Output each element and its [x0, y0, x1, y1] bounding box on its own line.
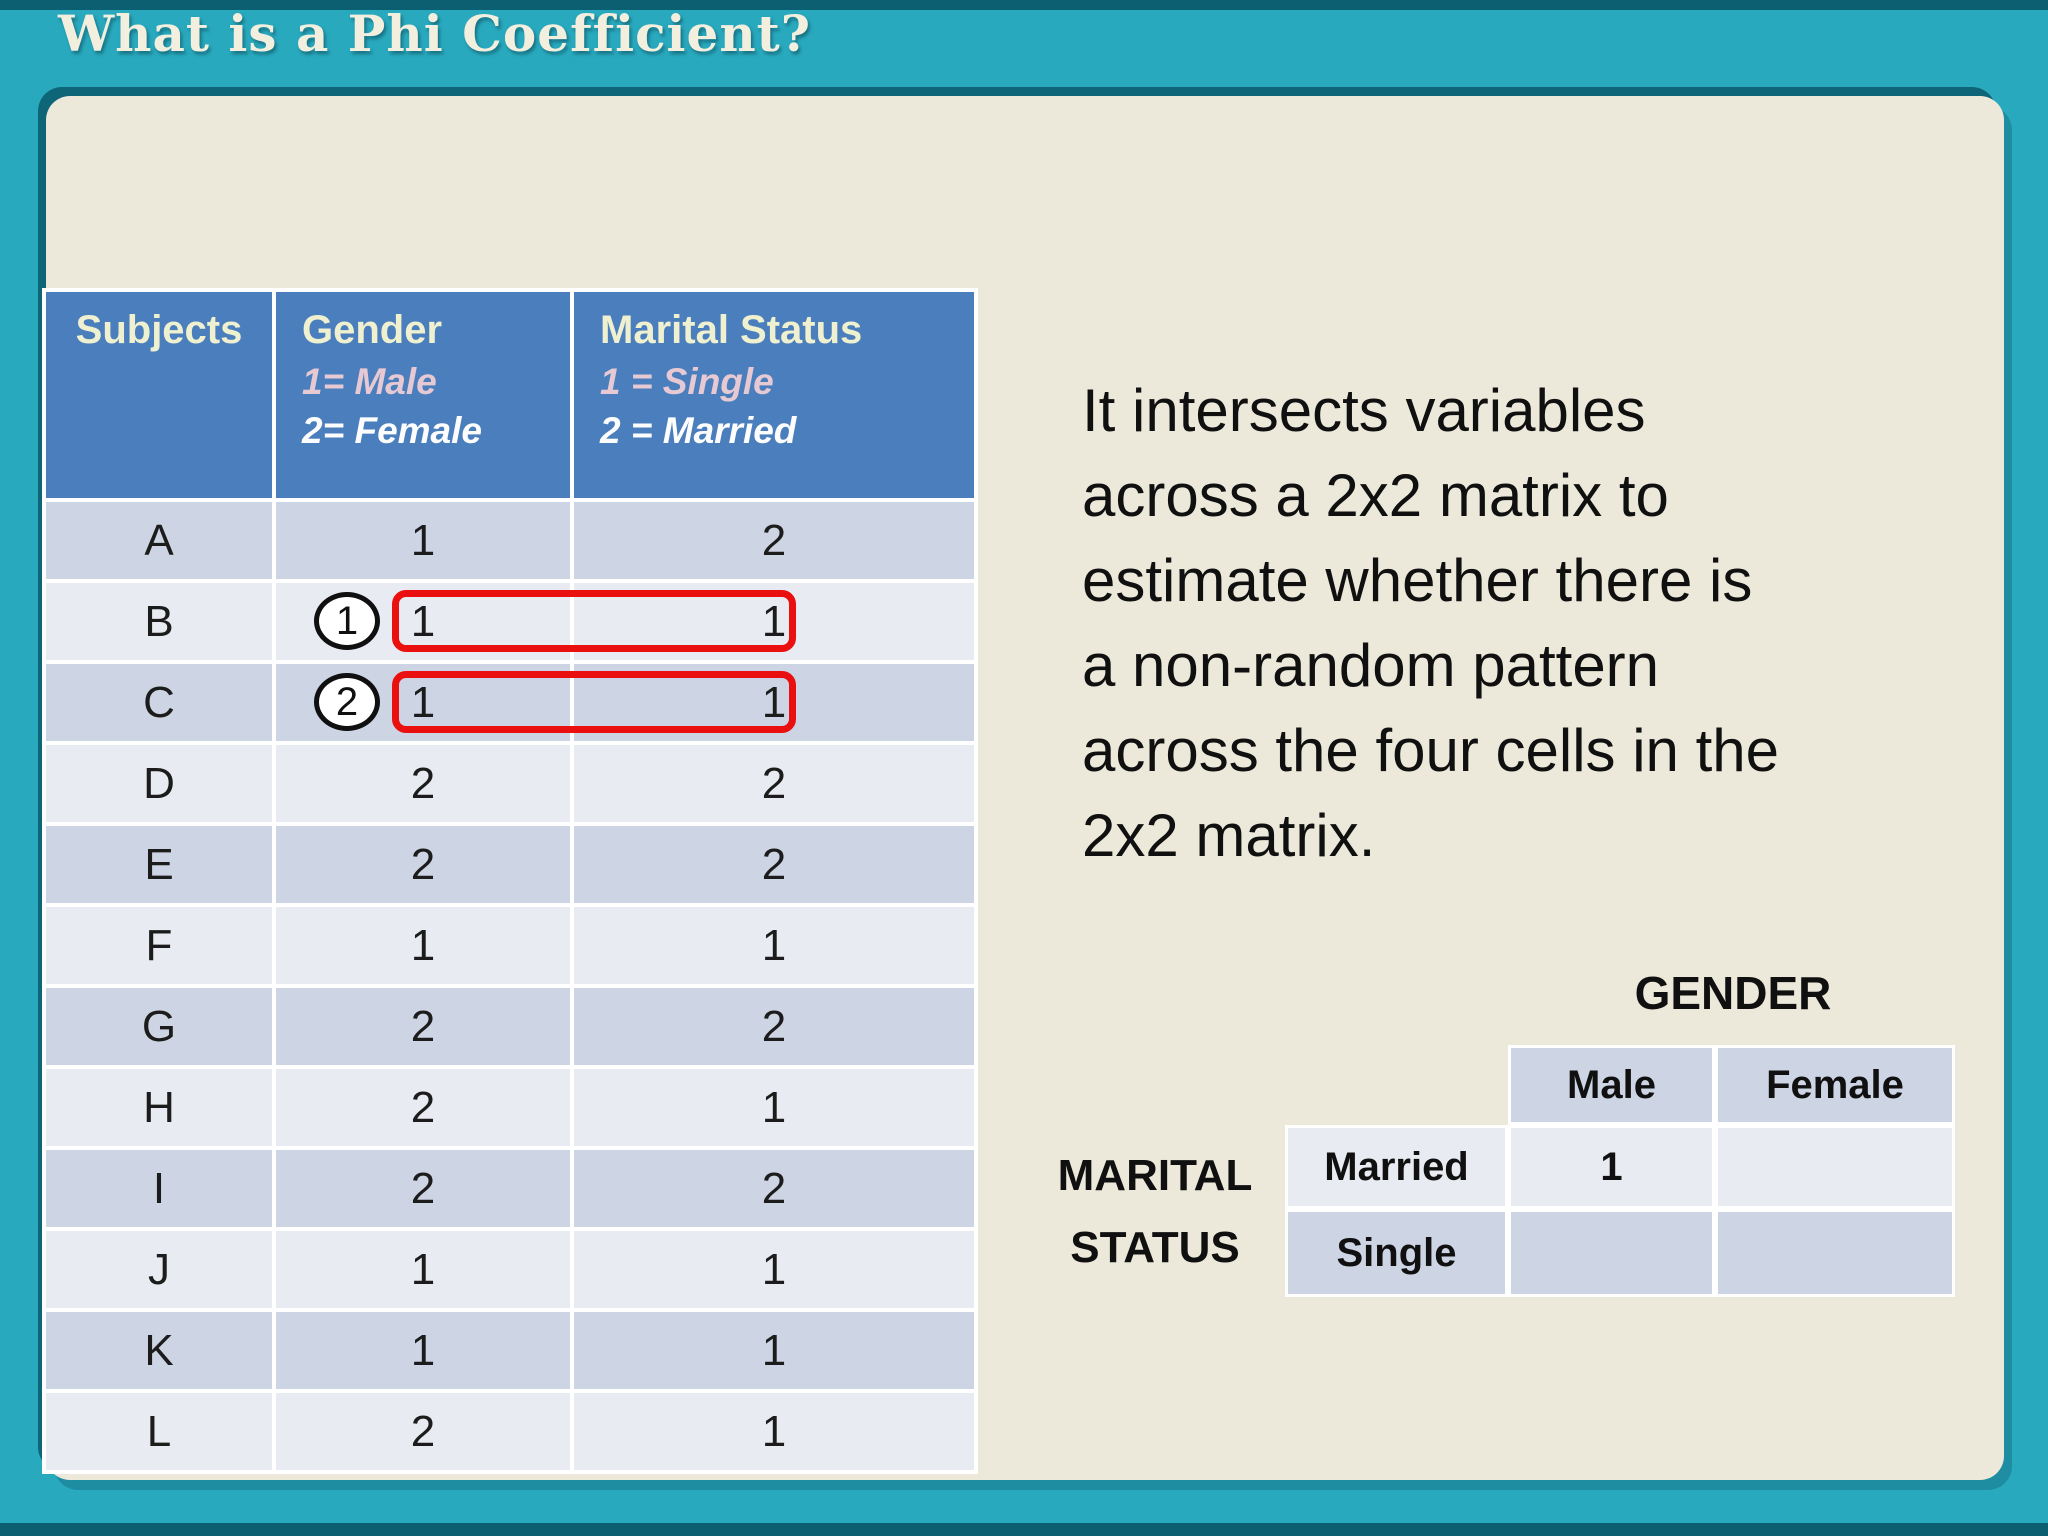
gender-cell: 2 — [276, 1150, 570, 1227]
contingency-matrix: Male Female Married 1 Single — [1285, 1045, 1955, 1297]
gender-legend-male: 1= Male — [302, 360, 437, 402]
column-header-subjects: Subjects — [46, 292, 272, 498]
column-title: Gender — [302, 308, 443, 352]
gender-cell: 1 — [276, 1231, 570, 1308]
subject-cell: H — [46, 1069, 272, 1146]
marital-label-line: STATUS — [1070, 1223, 1240, 1272]
circled-number-1: 1 — [314, 592, 380, 650]
marital-legend-single: 1 = Single — [600, 360, 774, 402]
matrix-cell-married-female — [1715, 1125, 1955, 1209]
description-line: estimate whether there is — [1082, 547, 1753, 614]
matrix-corner-blank — [1285, 1045, 1508, 1125]
matrix-marital-group-label: MARITAL STATUS — [1028, 1140, 1282, 1284]
marital-cell: 2 — [574, 826, 974, 903]
marital-cell: 1 — [574, 907, 974, 984]
subject-cell: K — [46, 1312, 272, 1389]
subject-cell: E — [46, 826, 272, 903]
circled-number-2: 2 — [314, 673, 380, 731]
highlight-box-row-c — [392, 671, 796, 733]
gender-cell: 2 — [276, 1393, 570, 1470]
column-title: Subjects — [75, 308, 243, 352]
gender-legend-female: 2= Female — [302, 410, 482, 452]
marital-label-line: MARITAL — [1057, 1151, 1253, 1200]
bottom-border-strip — [0, 1523, 2048, 1536]
subject-cell: J — [46, 1231, 272, 1308]
marital-cell: 2 — [574, 988, 974, 1065]
column-header-gender: Gender 1= Male 2= Female — [276, 292, 570, 498]
marital-cell: 2 — [574, 745, 974, 822]
marital-legend-married: 2 = Married — [600, 410, 797, 452]
matrix-col-header-female: Female — [1715, 1045, 1955, 1125]
matrix-cell-single-female — [1715, 1209, 1955, 1297]
column-title: Marital Status — [600, 308, 863, 352]
subjects-data-table: Subjects Gender 1= Male 2= Female Marita… — [42, 288, 978, 1474]
marital-cell: 1 — [574, 1312, 974, 1389]
description-line: a non-random pattern — [1082, 632, 1660, 699]
subject-cell: L — [46, 1393, 272, 1470]
matrix-cell-single-male — [1508, 1209, 1715, 1297]
description-line: across a 2x2 matrix to — [1082, 462, 1669, 529]
gender-cell: 1 — [276, 1312, 570, 1389]
marital-cell: 2 — [574, 502, 974, 579]
subject-cell: A — [46, 502, 272, 579]
gender-cell: 1 — [276, 502, 570, 579]
subject-cell: B — [46, 583, 272, 660]
gender-cell: 2 — [276, 826, 570, 903]
matrix-row-header-single: Single — [1285, 1209, 1508, 1297]
page-title: What is a Phi Coefficient? — [58, 4, 812, 63]
column-header-marital-status: Marital Status 1 = Single 2 = Married — [574, 292, 974, 498]
matrix-gender-group-label: GENDER — [1634, 967, 1832, 1019]
gender-cell: 2 — [276, 1069, 570, 1146]
subject-cell: D — [46, 745, 272, 822]
subject-cell: I — [46, 1150, 272, 1227]
matrix-row-header-married: Married — [1285, 1125, 1508, 1209]
top-border-strip — [0, 0, 2048, 10]
marital-cell: 1 — [574, 1231, 974, 1308]
marital-cell: 1 — [574, 1393, 974, 1470]
description-text: It intersects variables across a 2x2 mat… — [1082, 368, 2002, 878]
highlight-box-row-b — [392, 590, 796, 652]
description-line: 2x2 matrix. — [1082, 802, 1376, 869]
subject-cell: C — [46, 664, 272, 741]
marital-cell: 1 — [574, 1069, 974, 1146]
gender-cell: 2 — [276, 988, 570, 1065]
gender-cell: 2 — [276, 745, 570, 822]
description-line: across the four cells in the — [1082, 717, 1780, 784]
matrix-col-header-male: Male — [1508, 1045, 1715, 1125]
subject-cell: G — [46, 988, 272, 1065]
description-line: It intersects variables — [1082, 377, 1646, 444]
marital-cell: 2 — [574, 1150, 974, 1227]
gender-cell: 1 — [276, 907, 570, 984]
subject-cell: F — [46, 907, 272, 984]
matrix-cell-married-male: 1 — [1508, 1125, 1715, 1209]
